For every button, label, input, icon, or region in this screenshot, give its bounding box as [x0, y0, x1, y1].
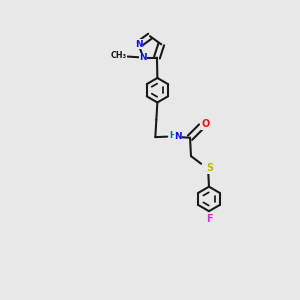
Text: CH₃: CH₃ — [111, 51, 127, 60]
Text: S: S — [206, 163, 213, 173]
Text: O: O — [202, 119, 210, 129]
Text: F: F — [206, 214, 212, 224]
Text: N: N — [174, 132, 182, 141]
Text: N: N — [139, 53, 147, 62]
Text: H: H — [169, 131, 176, 140]
Text: N: N — [135, 40, 142, 49]
